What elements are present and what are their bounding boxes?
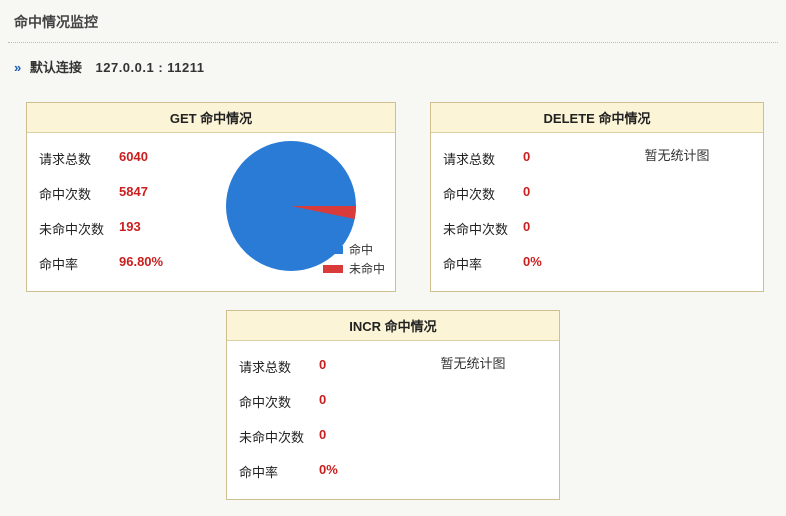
panel-get: GET 命中情况 请求总数 6040 命中次数 5847 未命中次数 193 [26, 102, 396, 292]
metric-value-get-requests: 6040 [119, 149, 148, 168]
metric-label-hits: 命中次数 [239, 392, 319, 411]
metric-row: 请求总数 6040 [37, 141, 197, 176]
connection-row: » 默认连接 127.0.0.1 : 11211 [8, 43, 778, 82]
metric-label-misses: 未命中次数 [443, 219, 523, 238]
panel-get-chart: 命中 未命中 [197, 141, 385, 281]
metric-value-incr-requests: 0 [319, 357, 326, 376]
chevron-icon: » [14, 60, 18, 75]
metric-label-rate: 命中率 [39, 254, 119, 273]
panel-incr-chart-placeholder: 暂无统计图 [397, 349, 549, 489]
metric-row: 命中率 96.80% [37, 246, 197, 281]
metric-label-rate: 命中率 [443, 254, 523, 273]
metric-row: 命中次数 5847 [37, 176, 197, 211]
metric-value-delete-rate: 0% [523, 254, 542, 273]
metric-row: 请求总数 0 [237, 349, 397, 384]
chart-legend: 命中 未命中 [323, 239, 385, 277]
panel-incr-title: INCR 命中情况 [227, 311, 559, 341]
legend-item-hit: 命中 [323, 241, 385, 258]
metric-value-get-hits: 5847 [119, 184, 148, 203]
legend-item-miss: 未命中 [323, 260, 385, 277]
connection-address: 127.0.0.1 : 11211 [96, 60, 205, 75]
connection-label: 默认连接 [30, 60, 82, 75]
metric-value-incr-rate: 0% [319, 462, 338, 481]
metric-row: 未命中次数 0 [441, 211, 601, 246]
metric-row: 命中次数 0 [441, 176, 601, 211]
metric-value-delete-hits: 0 [523, 184, 530, 203]
metric-label-misses: 未命中次数 [239, 427, 319, 446]
metric-value-get-misses: 193 [119, 219, 141, 238]
panels-container: GET 命中情况 请求总数 6040 命中次数 5847 未命中次数 193 [8, 102, 778, 500]
panel-incr: INCR 命中情况 请求总数 0 命中次数 0 未命中次数 0 [226, 310, 560, 500]
metric-row: 命中次数 0 [237, 384, 397, 419]
legend-label-miss: 未命中 [349, 260, 385, 277]
metric-value-delete-requests: 0 [523, 149, 530, 168]
metric-value-get-rate: 96.80% [119, 254, 163, 273]
metric-label-hits: 命中次数 [39, 184, 119, 203]
metric-row: 未命中次数 0 [237, 419, 397, 454]
metric-row: 请求总数 0 [441, 141, 601, 176]
panel-delete-metrics: 请求总数 0 命中次数 0 未命中次数 0 命中率 0% [441, 141, 601, 281]
panel-delete-title: DELETE 命中情况 [431, 103, 763, 133]
metric-label-requests: 请求总数 [39, 149, 119, 168]
page-title: 命中情况监控 [8, 8, 778, 43]
metric-row: 命中率 0% [441, 246, 601, 281]
legend-swatch-hit [323, 246, 343, 254]
metric-row: 命中率 0% [237, 454, 397, 489]
metric-label-requests: 请求总数 [443, 149, 523, 168]
metric-row: 未命中次数 193 [37, 211, 197, 246]
panel-delete-chart-placeholder: 暂无统计图 [601, 141, 753, 281]
legend-swatch-miss [323, 265, 343, 273]
metric-value-delete-misses: 0 [523, 219, 530, 238]
legend-label-hit: 命中 [349, 241, 373, 258]
metric-label-requests: 请求总数 [239, 357, 319, 376]
metric-label-rate: 命中率 [239, 462, 319, 481]
panel-get-metrics: 请求总数 6040 命中次数 5847 未命中次数 193 命中率 96.80% [37, 141, 197, 281]
panel-get-title: GET 命中情况 [27, 103, 395, 133]
metric-value-incr-misses: 0 [319, 427, 326, 446]
metric-value-incr-hits: 0 [319, 392, 326, 411]
metric-label-misses: 未命中次数 [39, 219, 119, 238]
panel-delete: DELETE 命中情况 请求总数 0 命中次数 0 未命中次数 0 [430, 102, 764, 292]
panel-incr-metrics: 请求总数 0 命中次数 0 未命中次数 0 命中率 0% [237, 349, 397, 489]
metric-label-hits: 命中次数 [443, 184, 523, 203]
